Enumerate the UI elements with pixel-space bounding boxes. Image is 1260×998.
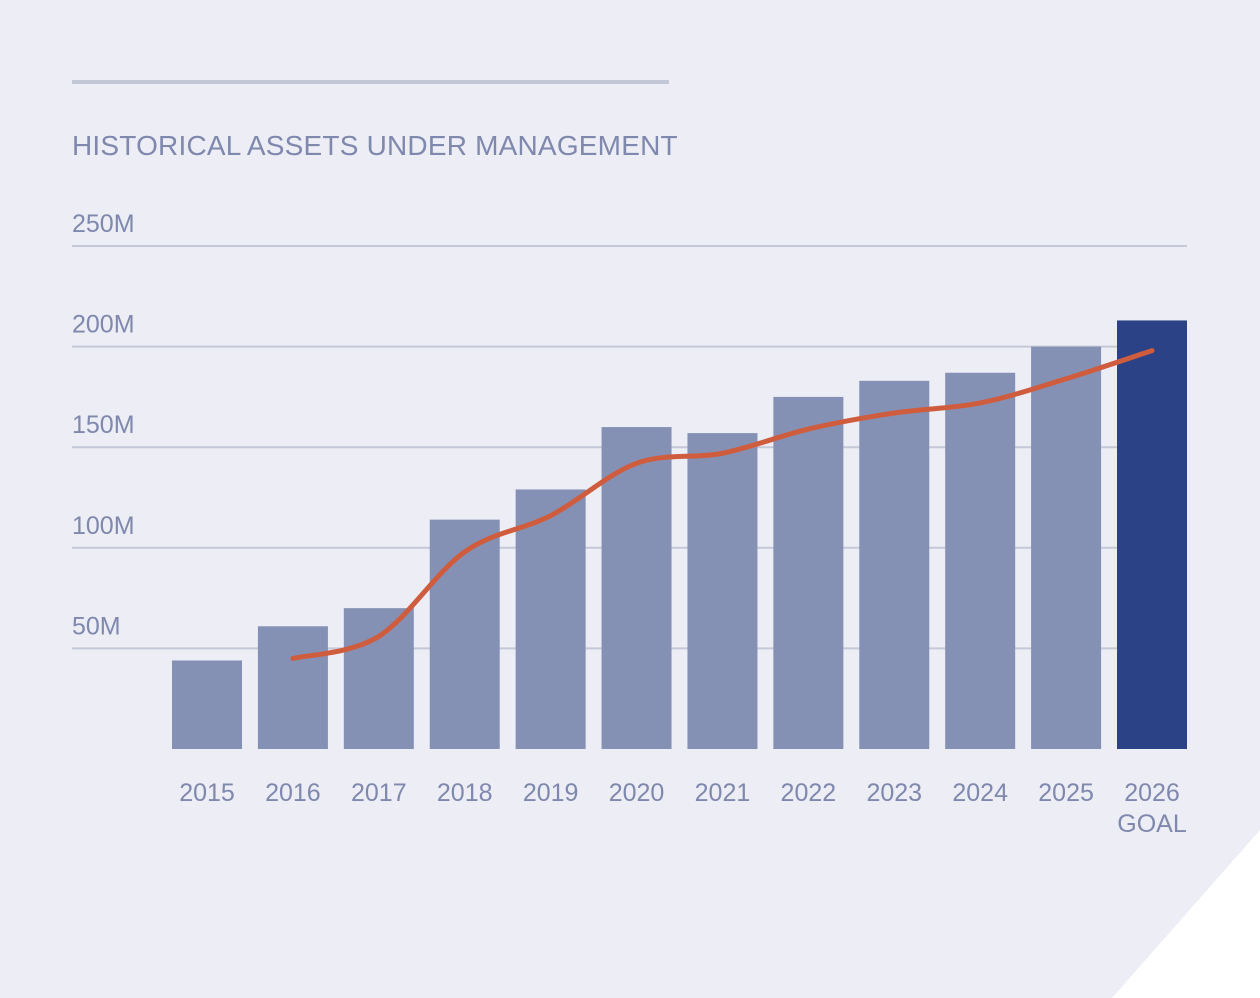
trend-line-group [290, 348, 1155, 661]
bar [601, 427, 672, 749]
title-divider [72, 80, 669, 84]
x-tick-label: 2023 [866, 779, 922, 807]
bar [429, 519, 500, 749]
y-tick-label: 100M [72, 512, 135, 540]
bar [257, 626, 328, 749]
y-axis-ticks: 50M 100M 150M 200M 250M [72, 210, 135, 640]
bar [343, 608, 414, 749]
y-tick-label: 250M [72, 210, 135, 238]
bar [859, 380, 930, 749]
x-tick-label: 2026 GOAL [1117, 779, 1187, 838]
x-tick-label: 2015 [179, 779, 235, 807]
y-tick-label: 50M [72, 612, 121, 640]
trend-line [290, 348, 1155, 661]
goal-bar [1117, 320, 1187, 749]
x-tick-label: 2022 [781, 779, 837, 807]
y-tick-label: 150M [72, 411, 135, 439]
x-tick-label: 2019 [523, 779, 579, 807]
bar [1031, 346, 1102, 749]
bar [773, 396, 844, 749]
bar [515, 489, 586, 749]
chart-title: HISTORICAL ASSETS UNDER MANAGEMENT [72, 130, 678, 161]
bar [945, 372, 1016, 749]
x-tick-label: 2018 [437, 779, 493, 807]
x-tick-label: 2020 [609, 779, 665, 807]
x-tick-label: 2021 [695, 779, 751, 807]
x-axis-ticks: 2015 2016 2017 2018 2019 2020 2021 2022 2023 2024… [179, 779, 1187, 838]
bar [172, 660, 242, 749]
y-tick-label: 200M [72, 311, 135, 339]
x-tick-label: 2017 [351, 779, 407, 807]
x-tick-label: 2025 [1038, 779, 1094, 807]
bars [172, 320, 1187, 749]
x-tick-label: 2016 [265, 779, 321, 807]
x-tick-label: 2024 [952, 779, 1008, 807]
bar [687, 433, 758, 749]
